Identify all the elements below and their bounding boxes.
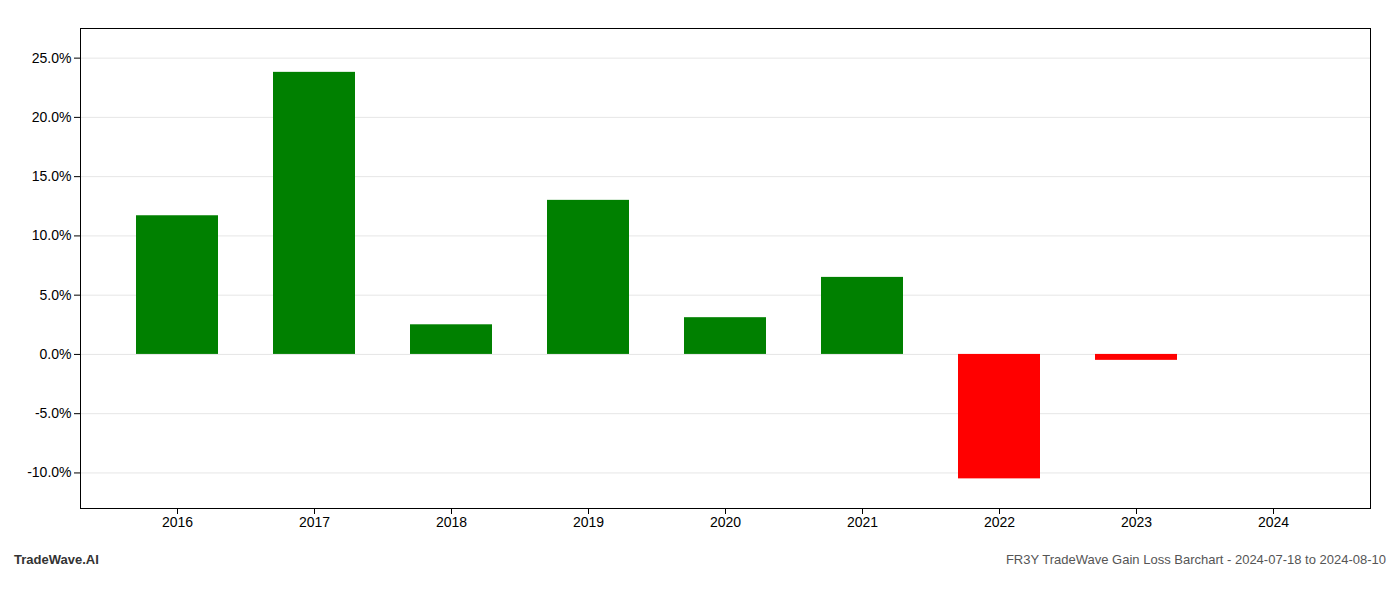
svg-text:2018: 2018 [436, 514, 467, 530]
svg-text:2020: 2020 [710, 514, 741, 530]
svg-text:15.0%: 15.0% [32, 168, 72, 184]
svg-text:2021: 2021 [847, 514, 878, 530]
html-text:TradeWave.AI: TradeWave.AI [14, 552, 99, 567]
svg-text:2017: 2017 [299, 514, 330, 530]
svg-text:10.0%: 10.0% [32, 227, 72, 243]
svg-text:2016: 2016 [162, 514, 193, 530]
html-text:FR3Y TradeWave Gain Loss Barch: FR3Y TradeWave Gain Loss Barchart - 2024… [1005, 552, 1386, 567]
svg-text:2024: 2024 [1258, 514, 1289, 530]
svg-text:2023: 2023 [1121, 514, 1152, 530]
svg-text:2019: 2019 [573, 514, 604, 530]
svg-text:2022: 2022 [984, 514, 1015, 530]
svg-text:-10.0%: -10.0% [27, 464, 71, 480]
svg-text:20.0%: 20.0% [32, 109, 72, 125]
svg-text:25.0%: 25.0% [32, 50, 72, 66]
svg-text:0.0%: 0.0% [40, 346, 72, 362]
svg-text:-5.0%: -5.0% [35, 405, 72, 421]
svg-text:5.0%: 5.0% [40, 287, 72, 303]
